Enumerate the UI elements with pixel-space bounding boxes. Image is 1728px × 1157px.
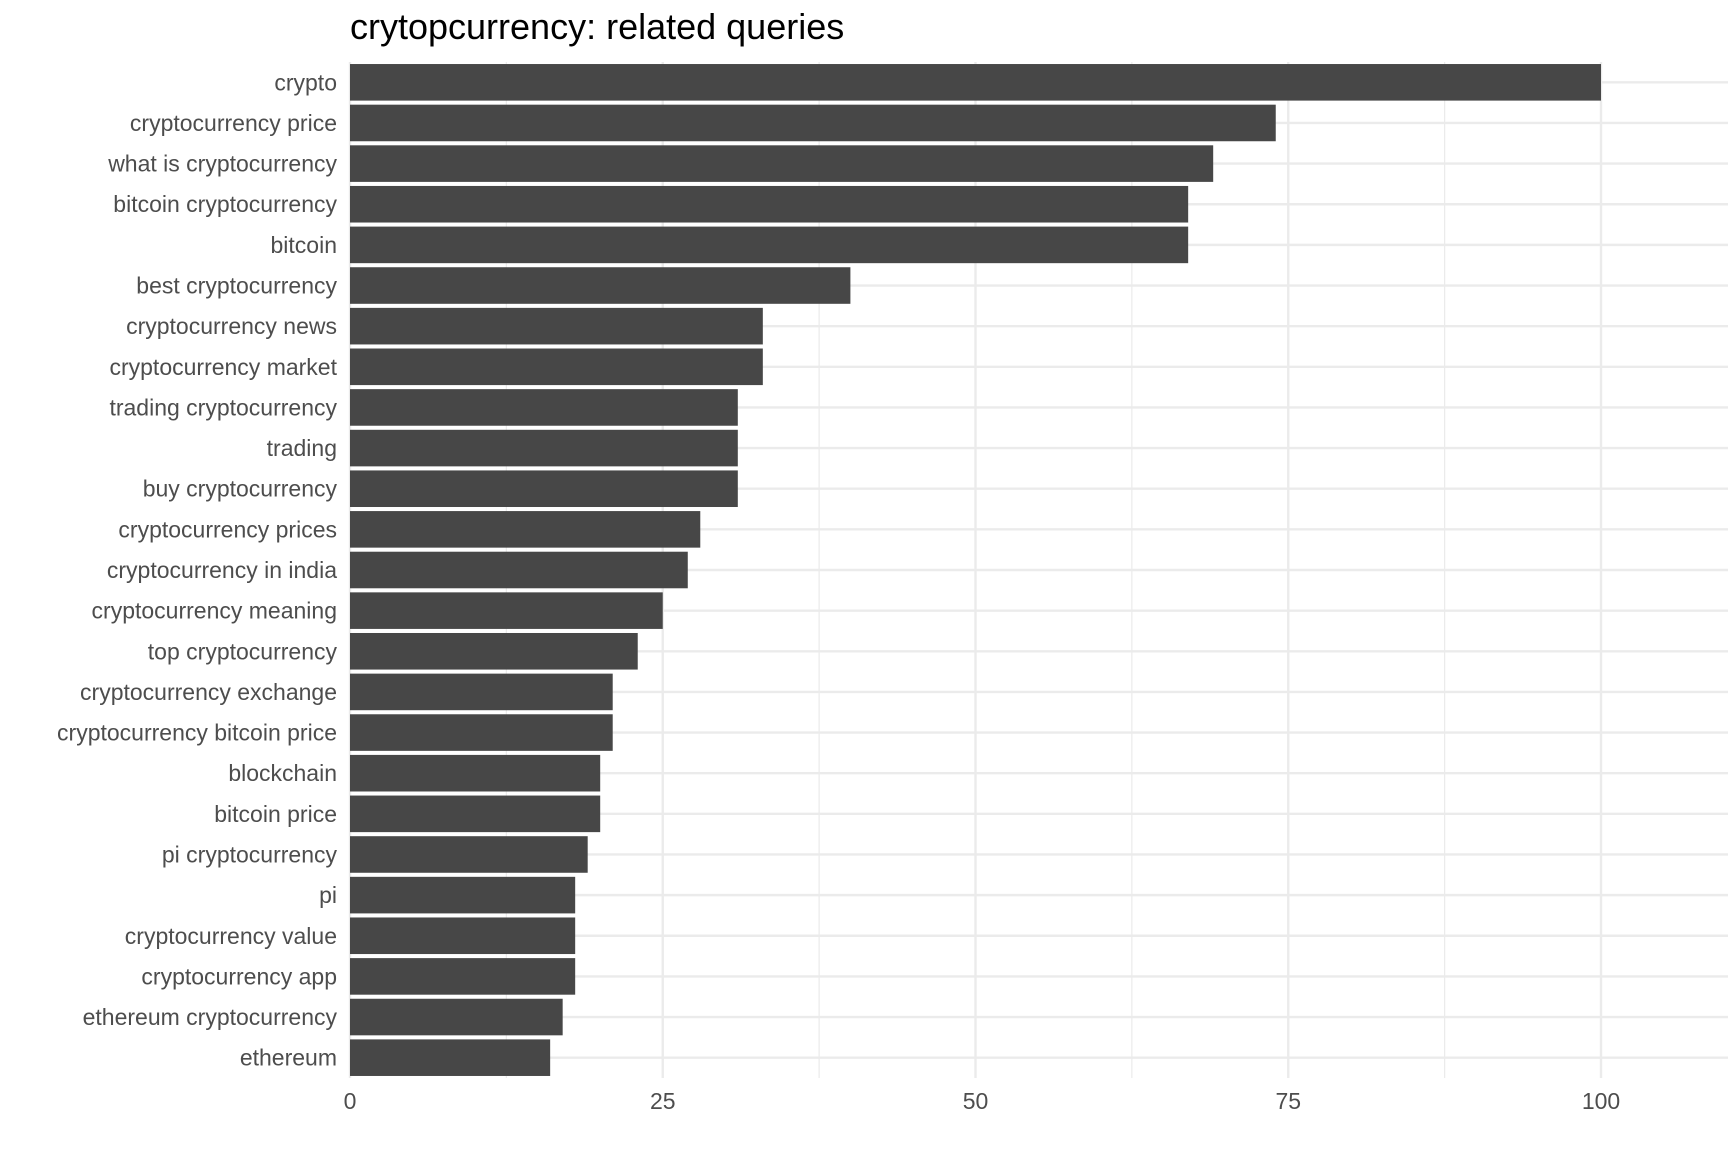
x-tick-label: 50: [963, 1088, 989, 1114]
category-label: what is cryptocurrency: [107, 151, 337, 177]
x-tick-label: 100: [1582, 1088, 1620, 1114]
category-label: top cryptocurrency: [148, 638, 338, 664]
x-tick-label: 25: [650, 1088, 676, 1114]
chart-title: crytopcurrency: related queries: [350, 6, 844, 47]
category-label: bitcoin cryptocurrency: [113, 191, 337, 217]
category-label: blockchain: [228, 760, 337, 786]
bar: [350, 876, 576, 914]
category-label: cryptocurrency in india: [107, 557, 337, 583]
bar: [350, 267, 851, 304]
category-label: pi cryptocurrency: [162, 841, 338, 867]
bar: [350, 104, 1276, 142]
bar: [350, 348, 763, 386]
bar: [350, 673, 613, 711]
category-label: best cryptocurrency: [136, 273, 337, 299]
x-tick-label: 0: [344, 1088, 357, 1114]
bars: [350, 64, 1601, 1076]
bar: [350, 470, 738, 508]
category-label: bitcoin: [271, 232, 337, 258]
category-label: trading: [267, 435, 337, 461]
bar: [350, 754, 601, 792]
category-label: cryptocurrency market: [109, 354, 337, 380]
bar: [350, 185, 1189, 223]
bar: [350, 836, 588, 873]
category-label: ethereum cryptocurrency: [83, 1004, 338, 1030]
bar: [350, 917, 576, 955]
bar: [350, 64, 1601, 101]
category-label: cryptocurrency prices: [118, 516, 337, 542]
category-label: trading cryptocurrency: [109, 394, 337, 420]
category-label: crypto: [274, 69, 337, 95]
bar: [350, 1039, 551, 1076]
bar: [350, 714, 613, 751]
bar: [350, 511, 701, 548]
category-label: cryptocurrency exchange: [80, 679, 337, 705]
bar: [350, 551, 688, 589]
category-label: buy cryptocurrency: [143, 476, 338, 502]
category-label: cryptocurrency app: [141, 963, 337, 989]
bar: [350, 307, 763, 345]
bar: [350, 795, 601, 833]
category-label: cryptocurrency price: [130, 110, 337, 136]
category-label: cryptocurrency meaning: [92, 598, 337, 624]
bar: [350, 632, 638, 670]
bar: [350, 958, 576, 995]
category-labels: crypto cryptocurrency price what is crypto…: [57, 69, 338, 1070]
category-label: bitcoin price: [214, 801, 337, 827]
category-label: pi: [319, 882, 337, 908]
x-tick-label: 75: [1275, 1088, 1301, 1114]
bar: [350, 429, 738, 467]
bar: [350, 592, 663, 629]
category-label: cryptocurrency bitcoin price: [57, 720, 337, 746]
bar: [350, 389, 738, 426]
category-label: ethereum: [240, 1045, 337, 1071]
category-label: cryptocurrency news: [126, 313, 337, 339]
category-label: cryptocurrency value: [125, 923, 337, 949]
bar: [350, 145, 1214, 182]
bar: [350, 226, 1189, 264]
bar: [350, 998, 563, 1036]
x-axis-tick-labels: 0 25 50 75 100: [344, 1088, 1621, 1114]
